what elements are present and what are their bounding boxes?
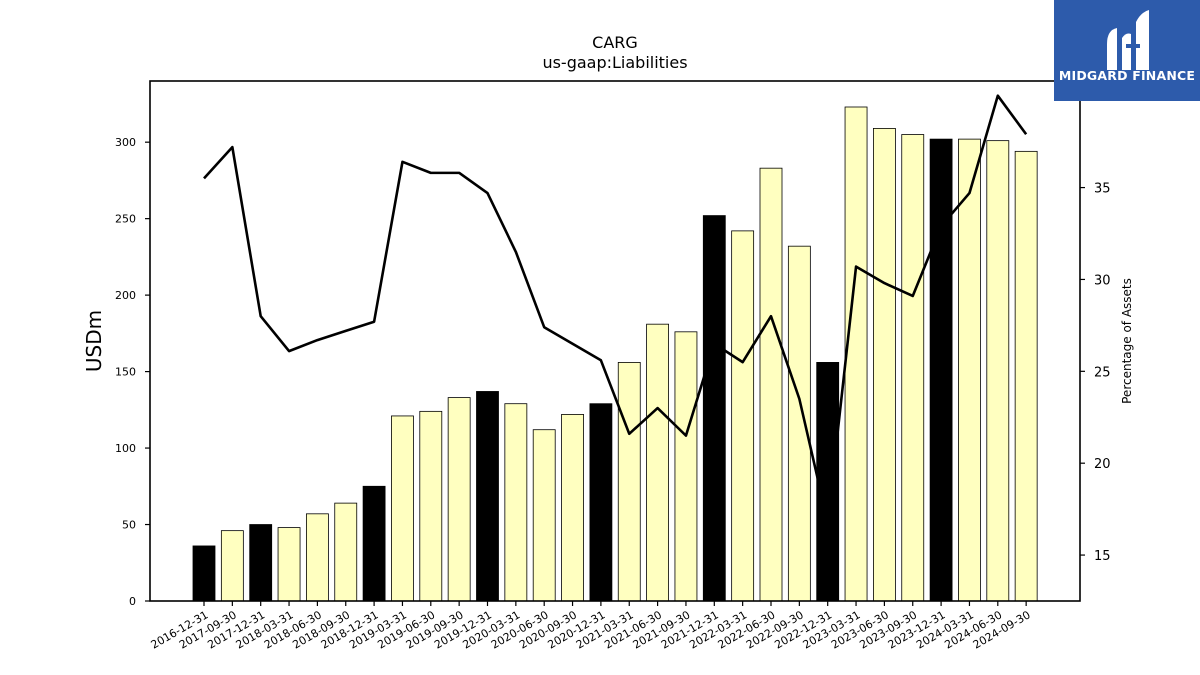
bar-2019-12-31 — [476, 391, 499, 602]
bar-2023-03-31 — [844, 106, 868, 602]
y2-tick-label: 25 — [1094, 365, 1111, 380]
bar-2023-06-30 — [873, 128, 896, 602]
percentage-of-assets-line — [203, 94, 1028, 524]
bar-2022-12-31 — [816, 362, 840, 602]
bar-2024-06-30 — [986, 140, 1010, 602]
midgard-logo-icon — [1107, 10, 1149, 70]
bar-2020-06-30 — [532, 429, 556, 602]
bar-2018-03-31 — [277, 527, 301, 602]
bar-2018-09-30 — [334, 502, 358, 602]
bar-2023-12-31 — [929, 138, 953, 602]
bar-2021-06-30 — [646, 323, 669, 602]
bar-2020-03-31 — [504, 403, 528, 602]
x-axis: 2016-12-312017-09-302017-12-312018-03-31… — [149, 601, 1033, 652]
bar-2021-09-30 — [674, 331, 698, 602]
bar-2022-06-30 — [759, 167, 783, 602]
y-tick-label: 300 — [115, 136, 136, 149]
bar-2019-09-30 — [447, 397, 471, 602]
bar-2018-12-31 — [362, 485, 386, 602]
bar-2024-03-31 — [958, 138, 981, 602]
y2-tick-label: 30 — [1094, 273, 1111, 288]
y-tick-label: 0 — [129, 595, 136, 608]
bar-2019-06-30 — [419, 410, 443, 602]
plot-frame — [149, 80, 1081, 602]
bar-2016-12-31 — [192, 545, 216, 602]
bar-2018-06-30 — [305, 513, 329, 602]
y-tick-label: 50 — [122, 519, 136, 532]
y-tick-label: 100 — [115, 442, 136, 455]
logo-text: MIDGARD FINANCE — [1058, 68, 1196, 83]
y-tick-label: 150 — [115, 366, 136, 379]
bar-2017-12-31 — [249, 524, 273, 602]
bar-2022-09-30 — [787, 245, 811, 602]
y2-tick-label: 35 — [1094, 182, 1111, 197]
y2-axis-label: Percentage of Assets — [1120, 278, 1134, 404]
line-series — [203, 94, 1028, 524]
y-axis-label: USDm — [82, 310, 106, 372]
y2-axis: 152025303540 — [1080, 90, 1111, 564]
bar-2023-09-30 — [901, 134, 925, 602]
bar-2020-12-31 — [589, 403, 613, 602]
bar-2017-09-30 — [220, 530, 244, 602]
y-tick-label: 200 — [115, 289, 136, 302]
bar-series — [192, 106, 1038, 602]
chart-subtitle: us-gaap:Liabilities — [542, 53, 687, 72]
bar-2021-03-31 — [617, 362, 641, 602]
bar-2024-09-30 — [1014, 150, 1038, 602]
bar-2019-03-31 — [391, 415, 414, 602]
bar-2021-12-31 — [702, 215, 726, 602]
midgard-finance-logo: MIDGARD FINANCE — [1054, 0, 1200, 101]
y2-tick-label: 20 — [1094, 457, 1111, 472]
y-axis: 0 50 100 150 200 250 300 — [115, 136, 150, 608]
bar-2022-03-31 — [731, 230, 755, 602]
y2-tick-label: 15 — [1094, 549, 1111, 564]
bar-2020-09-30 — [561, 414, 584, 602]
y-tick-label: 250 — [115, 213, 136, 226]
chart-title: CARG — [592, 33, 638, 52]
